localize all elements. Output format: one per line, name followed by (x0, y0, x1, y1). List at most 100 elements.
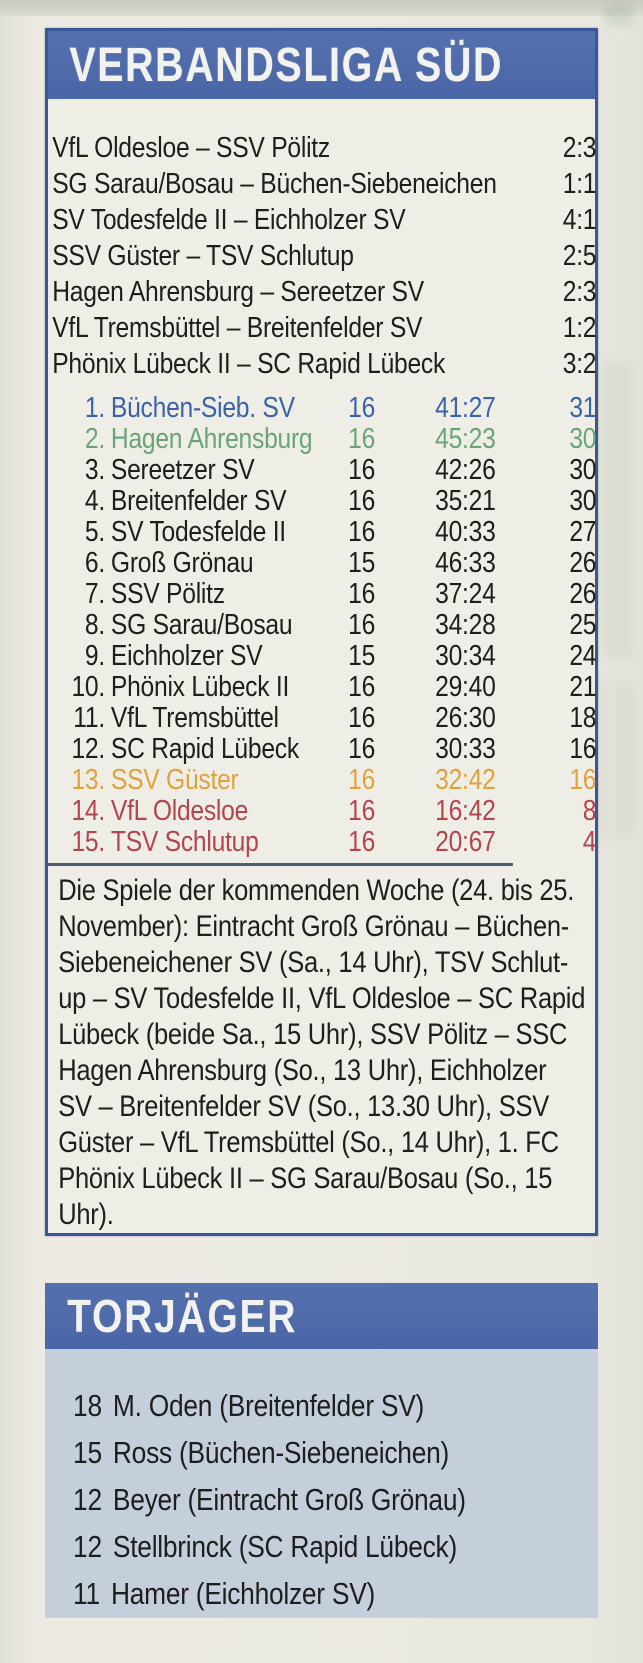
standings-points: 30 (569, 454, 597, 486)
top-scorers-title: TORJÄGER (67, 1290, 298, 1342)
result-row: SV Todesfelde II – Eichholzer SV 4:1 (52, 202, 596, 238)
scorer-row: 15 Ross (Büchen-Siebeneichen) (73, 1434, 617, 1481)
scorer-player-name: Hamer (Eichholzer SV) (110, 1576, 376, 1611)
scorer-goal-count: 12 (73, 1482, 102, 1517)
standings-games: 16 (348, 671, 376, 703)
standings-row: 1. Büchen-Sieb. SV 16 41:27 31 (52, 392, 597, 424)
standings-team: SG Sarau/Bosau (110, 610, 293, 641)
standings-rank: 7. (84, 578, 105, 610)
standings-games: 16 (348, 423, 376, 455)
standings-points: 16 (569, 764, 597, 796)
standings-points: 21 (569, 671, 597, 703)
standings-points: 30 (569, 485, 597, 517)
standings-goal-ratio: 30:34 (435, 640, 496, 672)
standings-points: 8 (582, 795, 597, 827)
print-bleed-artifact (600, 360, 634, 660)
standings-games: 16 (348, 733, 376, 765)
standings-points: 16 (569, 733, 597, 765)
standings-goal-ratio: 42:26 (435, 454, 496, 486)
standings-games: 15 (348, 640, 376, 672)
standings-rank: 2. (84, 423, 105, 455)
standings-games: 16 (348, 516, 376, 548)
standings-points: 31 (569, 392, 597, 424)
scorer-row: 12 Stellbrinck (SC Rapid Lübeck) (73, 1528, 617, 1575)
scorer-player-name: Ross (Büchen-Siebeneichen) (112, 1435, 450, 1470)
scorer-player-name: M. Oden (Breitenfelder SV) (112, 1388, 425, 1423)
standings-goal-ratio: 26:30 (435, 702, 496, 734)
result-matchup: SSV Güster – TSV Schlutup (52, 240, 354, 272)
league-title: VERBANDSLIGA SÜD (69, 38, 504, 92)
standings-team: SSV Pölitz (110, 579, 225, 610)
upcoming-fixtures-paragraph: Die Spiele der kommenden Woche (24. bis … (52, 873, 596, 1233)
standings-row: 6. Groß Grönau 15 46:33 26 (52, 547, 597, 579)
standings-points: 24 (569, 640, 597, 672)
print-bleed-artifact (604, 4, 634, 26)
standings-rank: 15. (71, 826, 105, 858)
standings-rank: 10. (71, 671, 105, 703)
standings-row: 9. Eichholzer SV 15 30:34 24 (52, 640, 597, 672)
fixtures-text-line: Lübeck (beide Sa., 15 Uhr), SSV Pölitz –… (58, 1018, 568, 1051)
top-scorers-section-box: TORJÄGER 18 M. Oden (Breitenfelder SV) 1… (45, 1283, 598, 1618)
standings-team: Groß Grönau (110, 548, 254, 579)
standings-games: 16 (348, 454, 376, 486)
match-results-list: VfL Oldesloe – SSV Pölitz 2:3 SG Sarau/B… (52, 130, 596, 382)
standings-rank: 14. (71, 795, 105, 827)
standings-goal-ratio: 16:42 (435, 795, 496, 827)
standings-rank: 6. (84, 547, 105, 579)
standings-games: 16 (348, 485, 376, 517)
result-matchup: Phönix Lübeck II – SC Rapid Lübeck (52, 348, 446, 380)
scorer-row: 18 M. Oden (Breitenfelder SV) (73, 1387, 617, 1434)
result-score: 1:1 (562, 168, 597, 200)
standings-team: Hagen Ahrensburg (110, 424, 313, 455)
standings-rank: 3. (84, 454, 105, 486)
result-score: 2:3 (562, 132, 597, 164)
result-row: Hagen Ahrensburg – Sereetzer SV 2:3 (52, 274, 596, 310)
standings-goal-ratio: 40:33 (435, 516, 496, 548)
fixtures-text-line: Die Spiele der kommenden Woche (24. bis … (58, 874, 575, 907)
scorer-row: 12 Beyer (Eintracht Groß Grönau) (73, 1481, 617, 1528)
standings-rank: 12. (71, 733, 105, 765)
standings-points: 18 (569, 702, 597, 734)
scorer-goal-count: 15 (73, 1435, 102, 1470)
fixtures-text-line: Güster – VfL Tremsbüttel (So., 14 Uhr), … (58, 1126, 559, 1159)
league-section-box: VERBANDSLIGA SÜD VfL Oldesloe – SSV Pöli… (45, 28, 598, 1236)
result-score: 3:2 (562, 348, 597, 380)
top-scorers-panel: 18 M. Oden (Breitenfelder SV) 15 Ross (B… (45, 1349, 598, 1618)
standings-rank: 9. (84, 640, 105, 672)
scorer-player-name: Stellbrinck (SC Rapid Lübeck) (112, 1529, 457, 1564)
standings-games: 15 (348, 547, 376, 579)
print-bleed-artifact (598, 680, 634, 840)
standings-row: 14. VfL Oldesloe 16 16:42 8 (52, 796, 596, 827)
standings-rank: 13. (71, 764, 105, 796)
result-matchup: SV Todesfelde II – Eichholzer SV (52, 204, 406, 236)
result-matchup: SG Sarau/Bosau – Büchen-Siebeneichen (52, 168, 497, 200)
scorer-goal-count: 11 (73, 1576, 100, 1611)
result-matchup: VfL Tremsbüttel – Breitenfelder SV (52, 312, 423, 344)
standings-goal-ratio: 45:23 (435, 423, 496, 455)
separator-rule (48, 863, 513, 866)
standings-points: 30 (569, 423, 597, 455)
standings-team: VfL Oldesloe (110, 796, 249, 827)
standings-goal-ratio: 29:40 (435, 671, 496, 703)
standings-row: 8. SG Sarau/Bosau 16 34:28 25 (52, 609, 597, 641)
result-row: VfL Oldesloe – SSV Pölitz 2:3 (52, 130, 596, 166)
standings-team: Eichholzer SV (110, 641, 263, 672)
fixtures-text-line: Phönix Lübeck II – SG Sarau/Bosau (So., … (58, 1162, 553, 1195)
league-title-bar: VERBANDSLIGA SÜD (48, 31, 595, 99)
standings-games: 16 (348, 392, 376, 424)
standings-team: SV Todesfelde II (110, 517, 286, 548)
standings-goal-ratio: 30:33 (435, 733, 496, 765)
fixtures-text-line: Uhr). (58, 1198, 114, 1231)
standings-row: 4. Breitenfelder SV 16 35:21 30 (52, 485, 597, 517)
standings-points: 26 (569, 578, 597, 610)
top-scorers-list: 18 M. Oden (Breitenfelder SV) 15 Ross (B… (45, 1387, 617, 1622)
standings-goal-ratio: 37:24 (435, 578, 496, 610)
standings-games: 16 (348, 609, 376, 641)
scorer-goal-count: 12 (73, 1529, 102, 1564)
scanner-edge-strip (0, 0, 643, 16)
standings-team: Breitenfelder SV (110, 486, 287, 517)
result-matchup: Hagen Ahrensburg – Sereetzer SV (52, 276, 424, 308)
fixtures-text-line: Hagen Ahrensburg (So., 13 Uhr), Eichholz… (58, 1054, 547, 1087)
standings-games: 16 (348, 826, 376, 858)
standings-row: 12. SC Rapid Lübeck 16 30:33 16 (52, 734, 596, 765)
